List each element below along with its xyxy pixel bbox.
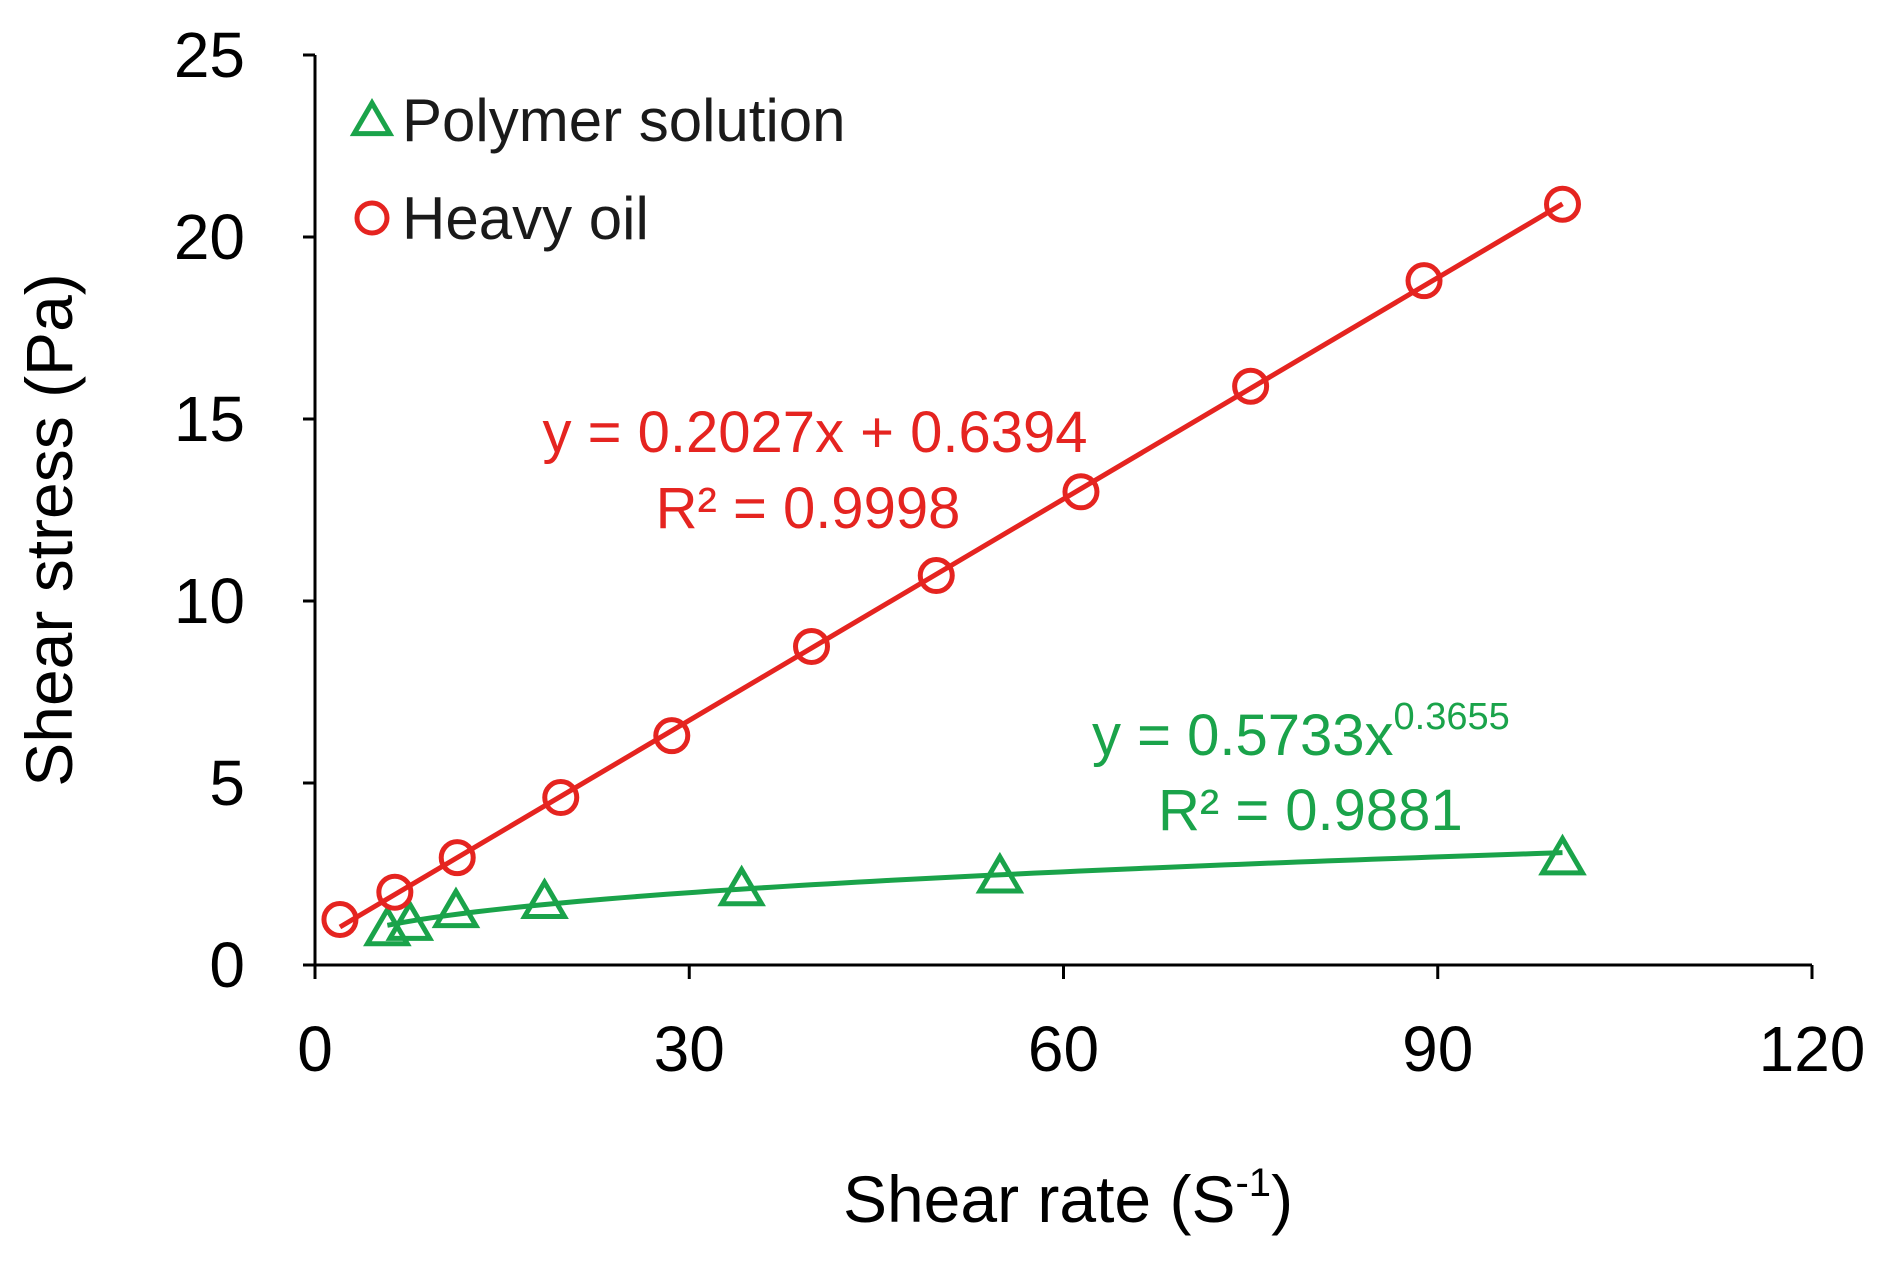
heavy-oil-point <box>1062 473 1100 511</box>
x-axis-title-superscript: -1 <box>1235 1161 1271 1205</box>
heavy-oil-point <box>438 839 476 877</box>
x-tick-label: 0 <box>297 1013 333 1085</box>
x-tick-label: 120 <box>1759 1013 1866 1085</box>
heavy-oil-point <box>653 717 691 755</box>
heavy-oil-point <box>793 628 831 665</box>
data-points <box>321 185 1587 947</box>
y-tick-label: 25 <box>174 19 245 91</box>
polymer-solution-legend-marker <box>349 98 395 137</box>
polymer-solution-legend-label: Polymer solution <box>402 87 846 154</box>
heavy-oil-fit-equation: y = 0.2027x + 0.6394 <box>543 400 1088 465</box>
polymer-solution-point <box>385 899 435 941</box>
polymer-solution-point <box>717 864 766 907</box>
y-tick-label: 10 <box>174 565 245 637</box>
polymer-solution-point <box>1538 833 1587 876</box>
x-axis-title: Shear rate (S-1) <box>843 1161 1293 1236</box>
polymer-solution-fit-line <box>386 850 1563 928</box>
x-axis-title-end: ) <box>1271 1162 1293 1236</box>
legend: Polymer solution Heavy oil <box>349 87 846 252</box>
heavy-oil-legend-marker <box>354 200 390 236</box>
heavy-oil-point <box>1544 185 1581 223</box>
heavy-oil-point <box>1405 262 1443 300</box>
x-axis-title-main: Shear rate (S <box>843 1162 1236 1236</box>
fit-annotations: y = 0.2027x + 0.6394 R² = 0.9998 y = 0.573… <box>543 400 1510 843</box>
polymer-solution-point <box>975 851 1025 894</box>
axes: 0 5 10 15 20 25 0 30 60 90 120 Shear stress (Pa) She… <box>12 19 1865 1236</box>
heavy-oil-point <box>321 901 359 938</box>
heavy-oil-point <box>542 779 580 817</box>
heavy-oil-point <box>1232 367 1270 405</box>
y-tick-label: 20 <box>174 201 245 273</box>
x-tick-label: 60 <box>1028 1013 1099 1085</box>
heavy-oil-point <box>376 873 414 911</box>
heavy-oil-legend-label: Heavy oil <box>402 185 649 252</box>
polymer-solution-fit-equation-main: y = 0.5733x <box>1092 703 1394 768</box>
heavy-oil-fit-r2: R² = 0.9998 <box>656 476 961 541</box>
polymer-solution-point <box>520 877 569 919</box>
y-tick-label: 15 <box>174 383 245 455</box>
y-tick-label: 5 <box>209 747 245 819</box>
y-axis-title: Shear stress (Pa) <box>12 273 86 787</box>
polymer-solution-fit-r2: R² = 0.9881 <box>1158 778 1463 843</box>
polymer-solution-point <box>431 886 481 929</box>
polymer-solution-fit-equation: y = 0.5733x0.3655 <box>1092 696 1510 768</box>
polymer-solution-fit-exponent: 0.3655 <box>1394 696 1510 738</box>
x-tick-label: 90 <box>1402 1013 1473 1085</box>
heavy-oil-point <box>917 557 955 595</box>
x-tick-label: 30 <box>654 1013 725 1085</box>
y-tick-label: 0 <box>209 929 245 1001</box>
